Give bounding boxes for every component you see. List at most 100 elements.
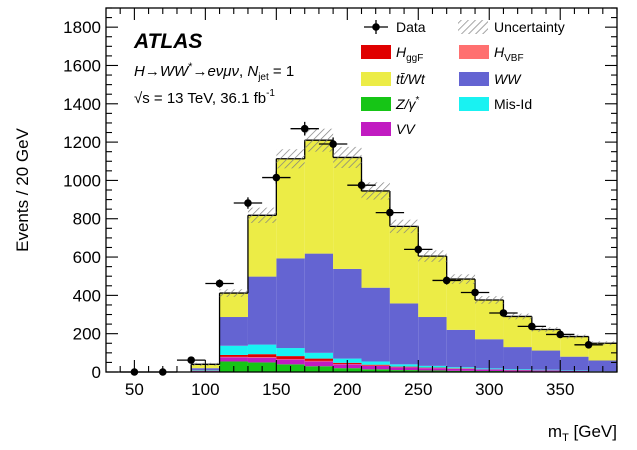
data-point-2 [187, 356, 195, 364]
uncertainty-bin-8 [333, 146, 362, 168]
legend-item-8: VV [361, 121, 416, 137]
bar-WW-12 [446, 329, 476, 368]
x-axis-title: mT [GeV] [548, 422, 617, 444]
bar-ttWt-15 [531, 329, 561, 351]
bar-ttWt-5 [247, 215, 277, 277]
data-point-13 [499, 309, 508, 317]
y-tick-label: 200 [73, 325, 101, 344]
bar-WW-14 [503, 347, 532, 370]
legend: Data Uncertainty HggF HVBF tt̄/Wt WW Z/γ* Mis-I… [361, 19, 565, 137]
y-tick-label: 800 [73, 210, 101, 229]
data-point-4 [244, 199, 252, 207]
bar-MisId-6 [276, 348, 305, 357]
data-point-8 [357, 181, 366, 190]
x-tick-label: 250 [404, 380, 432, 399]
bar-H_VBF-6 [276, 358, 305, 360]
bar-WW-8 [333, 268, 362, 359]
uncertainty-bin-7 [304, 128, 334, 152]
bar-ttWt-12 [446, 279, 476, 330]
y-tick-label: 1000 [63, 171, 101, 190]
svg-text:Mis-Id: Mis-Id [494, 96, 532, 112]
stacked-bars [190, 139, 617, 372]
y-tick-label: 1200 [63, 133, 101, 152]
bar-ttWt-9 [361, 190, 390, 288]
y-axis-title: Events / 20 GeV [13, 127, 32, 251]
bar-MisId-9 [361, 361, 390, 365]
x-axis: 50 100 150 200 250 300 350 [119, 8, 618, 399]
legend-item-3: HVBF [459, 44, 524, 64]
x-tick-label: 150 [262, 380, 290, 399]
data-point-9 [386, 208, 394, 217]
y-tick-label: 600 [73, 248, 101, 267]
bar-MisId-4 [219, 345, 248, 355]
bar-MisId-7 [304, 352, 334, 359]
bar-H_ggF-6 [276, 356, 305, 359]
svg-text:Uncertainty: Uncertainty [494, 19, 565, 35]
data-point-15 [556, 330, 565, 339]
data-point-10 [414, 245, 423, 254]
x-tick-label: 350 [546, 380, 574, 399]
legend-item-2: HggF [361, 44, 423, 64]
legend-item-4: tt̄/Wt [361, 71, 426, 87]
bar-H_VBF-5 [247, 357, 277, 358]
legend-item-6: Z/γ* [361, 95, 419, 112]
svg-text:WW: WW [494, 71, 522, 87]
legend-item-7: Mis-Id [459, 96, 532, 112]
bar-WW-7 [304, 253, 334, 353]
bar-ttWt-4 [219, 293, 248, 318]
uncertainty-band [191, 128, 617, 366]
bar-VV-7 [304, 361, 334, 367]
x-tick-label: 50 [125, 380, 144, 399]
bar-WW-17 [588, 360, 617, 372]
bar-WW-10 [389, 303, 419, 365]
bar-H_ggF-5 [247, 354, 277, 358]
bar-VV-5 [247, 357, 277, 363]
bar-ttWt-11 [418, 256, 447, 318]
y-tick-label: 0 [92, 363, 101, 382]
bar-ttWt-16 [560, 336, 589, 357]
bar-ttWt-8 [333, 157, 362, 269]
legend-item-1: Uncertainty [458, 19, 565, 35]
uncertainty-bin-16 [560, 334, 589, 339]
svg-text:HggF: HggF [396, 44, 423, 64]
x-tick-label: 300 [475, 380, 503, 399]
bar-WW-11 [418, 317, 447, 366]
svg-text:HVBF: HVBF [494, 44, 524, 64]
uncertainty-bin-4 [219, 289, 248, 297]
bar-H_ggF-7 [304, 358, 334, 361]
bar-WW-9 [361, 287, 390, 362]
process-label: H→WW*→eνμν, Njet = 1 [134, 61, 294, 83]
uncertainty-bin-9 [361, 182, 390, 200]
data-points [120, 121, 603, 376]
uncertainty-bin-13 [475, 296, 504, 304]
uncertainty-bin-15 [531, 327, 561, 332]
data-point-12 [471, 288, 479, 297]
energy-lumi-label: √s = 13 TeV, 36.1 fb-1 [134, 88, 275, 107]
y-axis: 0 200 400 600 800 1000 1200 1400 1600 1800 [63, 7, 617, 382]
bar-ttWt-10 [389, 226, 419, 304]
uncertainty-bin-14 [503, 313, 532, 320]
bar-WW-4 [219, 317, 248, 346]
data-point-14 [528, 322, 536, 331]
svg-text:tt̄/Wt: tt̄/Wt [396, 71, 426, 87]
bar-VV-4 [219, 357, 248, 362]
y-tick-label: 400 [73, 286, 101, 305]
bar-H_VBF-7 [304, 360, 334, 362]
bar-WW-6 [276, 258, 305, 349]
bar-MisId-5 [247, 344, 277, 355]
experiment-label: ATLAS [133, 30, 202, 53]
bar-ttWt-17 [588, 343, 617, 361]
data-point-16 [584, 340, 593, 349]
y-tick-label: 1600 [63, 56, 101, 75]
uncertainty-bin-10 [389, 219, 419, 234]
bar-ttWt-14 [503, 316, 532, 348]
bar-ttWt-6 [276, 158, 305, 259]
bar-WW-16 [560, 356, 589, 371]
svg-text:Z/γ*: Z/γ* [395, 95, 419, 112]
uncertainty-bin-5 [247, 207, 277, 223]
bar-MisId-10 [389, 364, 419, 367]
uncertainty-bin-12 [446, 274, 476, 284]
data-point-11 [442, 276, 451, 285]
data-point-5 [272, 173, 281, 182]
